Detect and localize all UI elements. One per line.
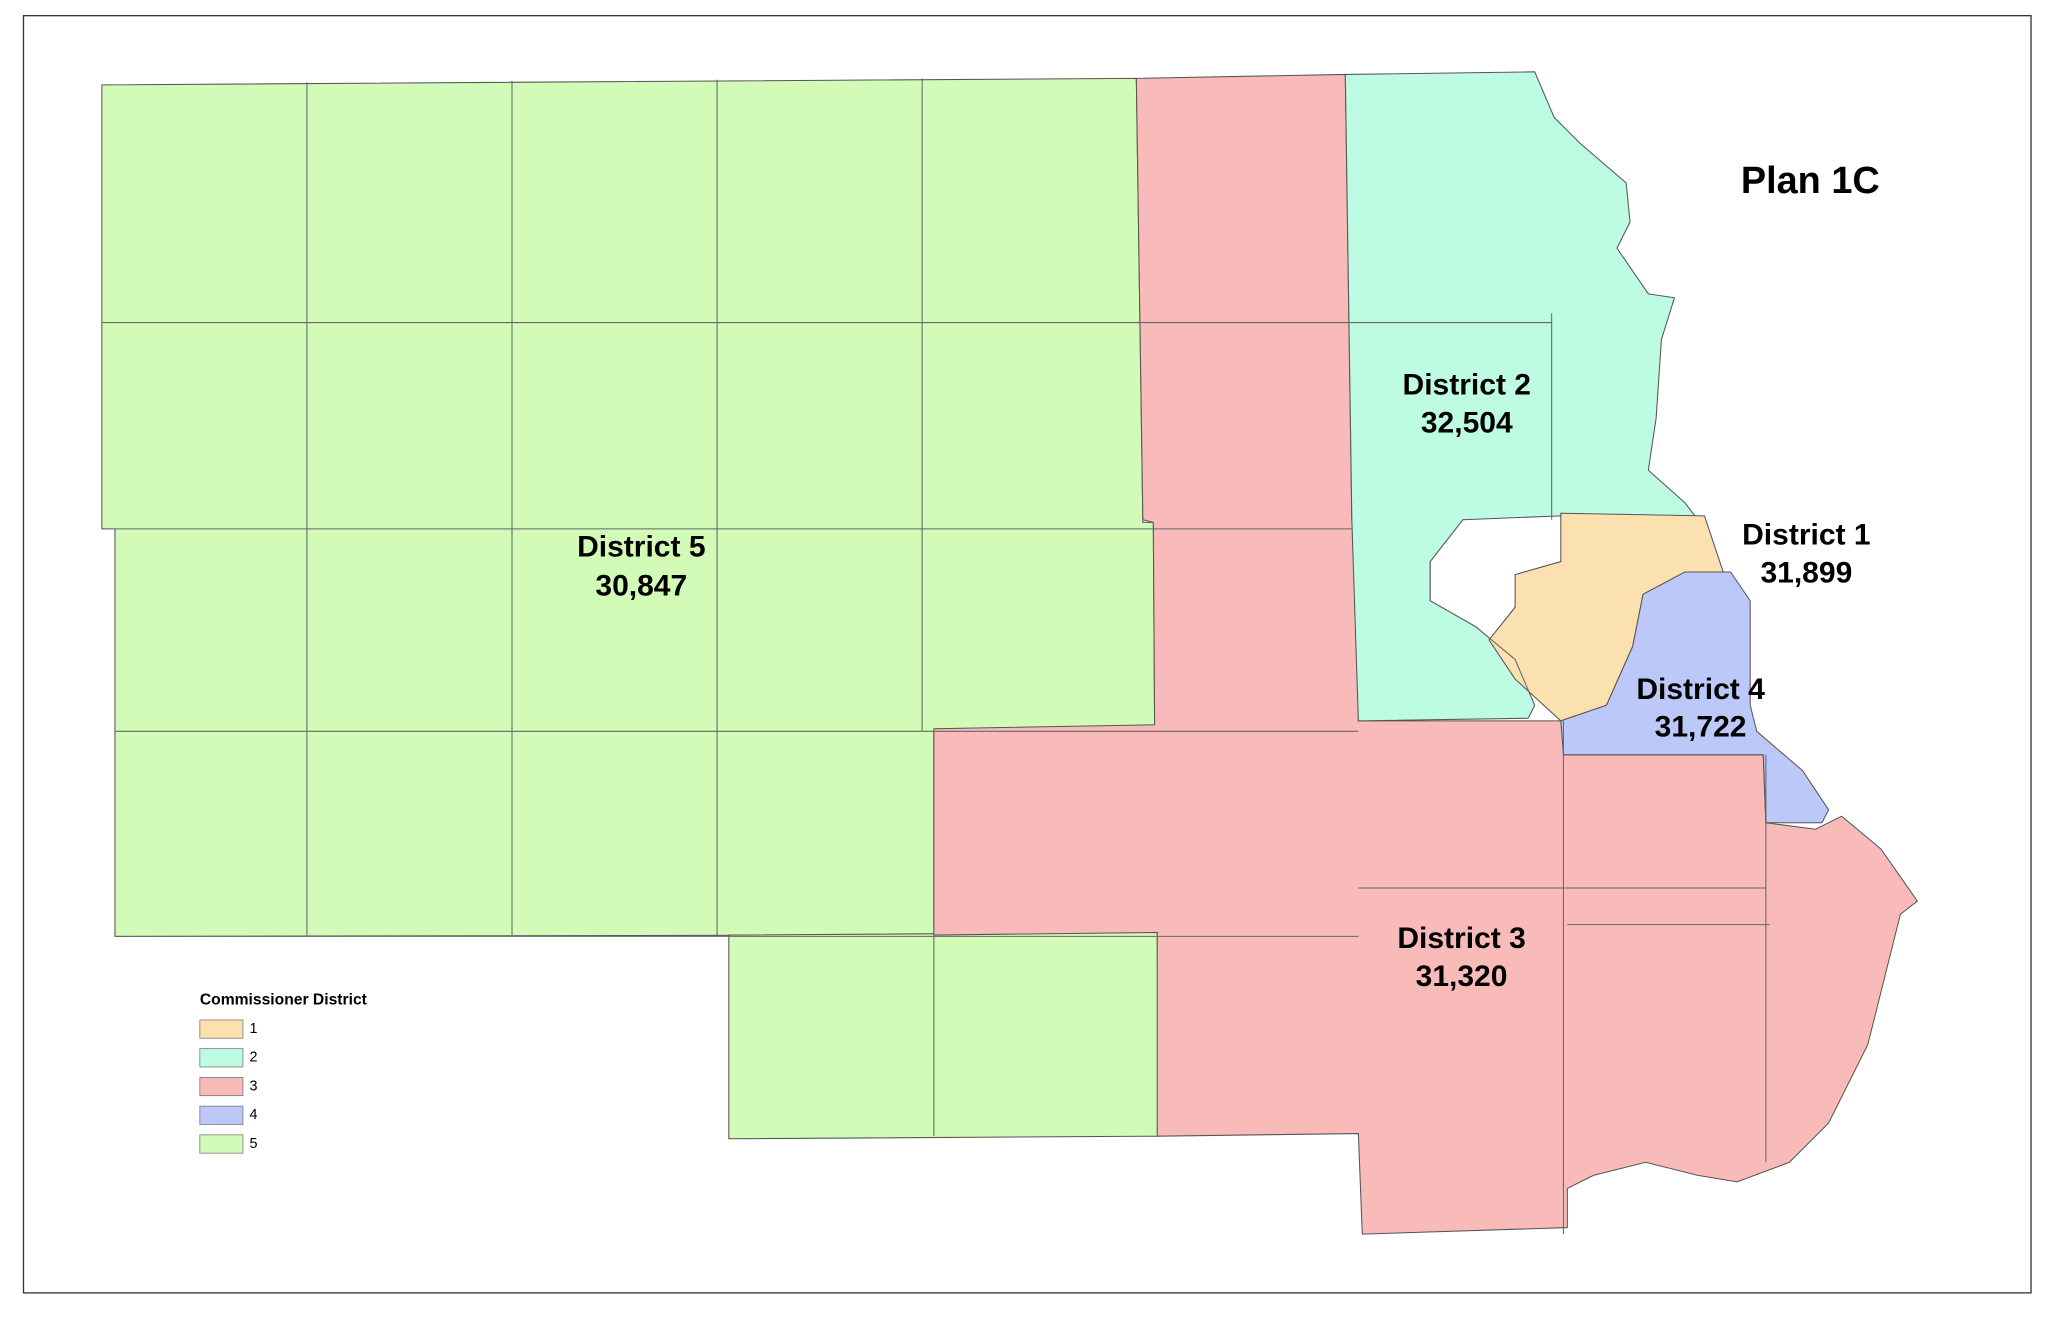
legend-title: Commissioner District — [200, 991, 368, 1008]
legend: Commissioner District 1 2 3 4 5 — [199, 991, 368, 1154]
legend-label: 5 — [249, 1136, 257, 1152]
legend-swatch — [199, 1077, 244, 1097]
legend-label: 3 — [249, 1078, 257, 1094]
district-population: 30,847 — [595, 570, 687, 603]
district-name: District 5 — [577, 530, 705, 563]
district-name: District 4 — [1636, 673, 1765, 706]
district-population: 31,722 — [1655, 711, 1747, 744]
district-name: District 1 — [1742, 519, 1870, 552]
legend-label: 1 — [249, 1021, 257, 1037]
district-population: 32,504 — [1421, 406, 1513, 439]
legend-swatch — [199, 1048, 244, 1068]
legend-label: 4 — [249, 1107, 257, 1123]
district-4-region — [1560, 571, 1830, 824]
district-population: 31,320 — [1416, 960, 1508, 993]
district-5-region — [728, 931, 1160, 1140]
district-name: District 3 — [1397, 922, 1525, 955]
district-labels: District 1 31,899 District 2 32,504 Dist… — [577, 368, 1871, 993]
district-population: 31,899 — [1760, 557, 1852, 590]
district-regions — [101, 71, 1919, 1235]
legend-swatch — [199, 1019, 244, 1039]
legend-swatch — [199, 1105, 244, 1125]
township-lines — [101, 78, 1770, 1235]
legend-swatch — [199, 1134, 244, 1154]
legend-label: 2 — [249, 1050, 257, 1066]
district-name: District 2 — [1403, 368, 1531, 401]
map-title: Plan 1C — [1741, 160, 1880, 202]
